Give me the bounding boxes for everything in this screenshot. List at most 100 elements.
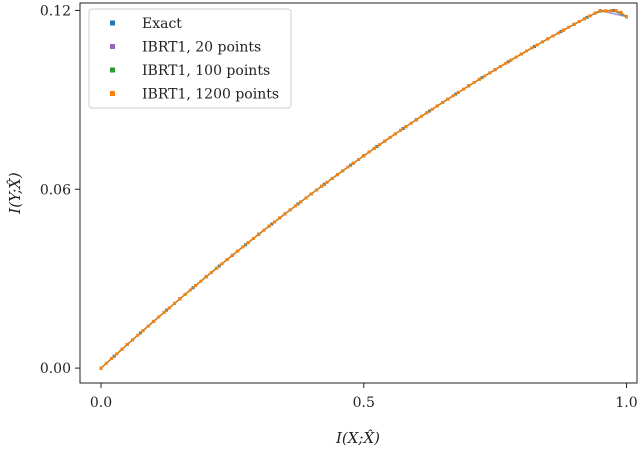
- series-3-point: [582, 17, 586, 21]
- x-axis-label: I(X;X̂): [335, 429, 380, 447]
- series-3-point: [215, 266, 219, 270]
- series-3-point: [104, 361, 108, 365]
- series-3-point: [257, 232, 261, 236]
- series-3-point: [446, 97, 450, 101]
- legend-box: [88, 8, 292, 109]
- series-3-point: [230, 253, 234, 257]
- series-3-point: [362, 154, 366, 158]
- series-3-point: [341, 169, 345, 173]
- series-3-point: [325, 180, 329, 184]
- series-3: [99, 9, 628, 370]
- series-3-point: [509, 58, 513, 62]
- legend-marker-0: [110, 20, 115, 26]
- series-3-point: [519, 52, 523, 56]
- series-3-point: [593, 11, 597, 15]
- series-3-point: [320, 184, 324, 188]
- series-3-point: [378, 143, 382, 147]
- series-3-point: [293, 204, 297, 208]
- series-3-point: [551, 34, 555, 38]
- series-3-point: [477, 77, 481, 81]
- legend-marker-3: [110, 91, 115, 96]
- series-3-point: [357, 158, 360, 162]
- series-3-point: [246, 241, 250, 245]
- series-3-point: [372, 146, 376, 150]
- legend: Exact IBRT1, 20 points IBRT1, 100 points IB…: [88, 8, 292, 109]
- series-3-point: [393, 132, 397, 136]
- series-3-point: [110, 357, 114, 361]
- series-3-point: [136, 333, 140, 337]
- series-3-point: [209, 270, 213, 274]
- series-3-point: [388, 135, 392, 139]
- series-3-point: [546, 37, 550, 41]
- legend-label-2: IBRT1, 100 points: [142, 63, 270, 79]
- series-3-point: [309, 192, 313, 196]
- series-3-point: [409, 121, 413, 125]
- series-3-point: [157, 315, 161, 319]
- series-3-point: [204, 275, 208, 279]
- series-3-point: [220, 262, 224, 266]
- series-3-point: [272, 220, 276, 224]
- series-3-point: [467, 84, 471, 88]
- series-3-point: [399, 128, 403, 132]
- x-tick-label: 1.0: [615, 395, 637, 411]
- series-3-point: [561, 28, 565, 32]
- legend-marker-2: [110, 67, 115, 73]
- series-3-point: [624, 15, 628, 19]
- series-3-point: [99, 366, 103, 370]
- series-3-point: [514, 55, 518, 59]
- series-3-point: [619, 10, 623, 14]
- series-3-point: [152, 319, 156, 323]
- series-3-point: [498, 65, 502, 69]
- series-3-point: [262, 228, 266, 232]
- y-axis-ticks: 0.00 0.06 0.12: [40, 3, 80, 377]
- series-3-point: [572, 22, 576, 26]
- y-tick-label: 0.00: [40, 361, 71, 377]
- series-3-point: [456, 90, 460, 94]
- series-3-point: [141, 329, 145, 333]
- series-3-point: [241, 245, 245, 249]
- series-3-point: [472, 81, 476, 85]
- series-3-point: [199, 279, 203, 283]
- series-3-point: [462, 87, 466, 91]
- series-3-point: [173, 301, 177, 305]
- legend-marker-1: [110, 44, 115, 49]
- series-3-point: [288, 208, 292, 212]
- series-3-point: [504, 61, 508, 65]
- legend-label-0: Exact: [142, 16, 182, 32]
- series-3-point: [194, 284, 198, 288]
- series-3-point: [162, 310, 166, 314]
- series-3-point: [540, 40, 544, 44]
- series-3-point: [598, 9, 602, 13]
- series-3-point: [603, 9, 607, 13]
- series-3-point: [167, 306, 171, 310]
- series-3-point: [414, 118, 418, 122]
- series-3-point: [430, 107, 434, 111]
- legend-label-3: IBRT1, 1200 points: [142, 87, 279, 103]
- y-tick-label: 0.06: [40, 182, 71, 198]
- series-3-point: [236, 249, 240, 253]
- series-3-point: [251, 236, 255, 240]
- x-tick-label: 0.0: [90, 395, 112, 411]
- y-tick-label: 0.12: [40, 3, 71, 19]
- plot-marks: [99, 9, 628, 370]
- series-3-point: [299, 200, 303, 204]
- series-3-point: [314, 188, 318, 192]
- series-3-point: [125, 343, 129, 347]
- series-3-point: [483, 74, 487, 78]
- x-tick-label: 0.5: [353, 395, 375, 411]
- series-3-point: [420, 114, 424, 118]
- series-3-point: [614, 9, 618, 13]
- series-3-point: [278, 216, 282, 220]
- series-3-point: [525, 49, 529, 53]
- series-3-point: [530, 46, 534, 50]
- series-3-point: [425, 111, 429, 115]
- series-3-point: [283, 212, 287, 216]
- series-3-point: [577, 20, 581, 24]
- series-3-point: [178, 297, 182, 301]
- series-3-point: [567, 25, 571, 29]
- series-3-point: [609, 9, 613, 13]
- series-3-point: [146, 324, 150, 328]
- legend-label-1: IBRT1, 20 points: [142, 40, 261, 56]
- series-3-point: [383, 139, 387, 143]
- series-3-point: [131, 338, 135, 342]
